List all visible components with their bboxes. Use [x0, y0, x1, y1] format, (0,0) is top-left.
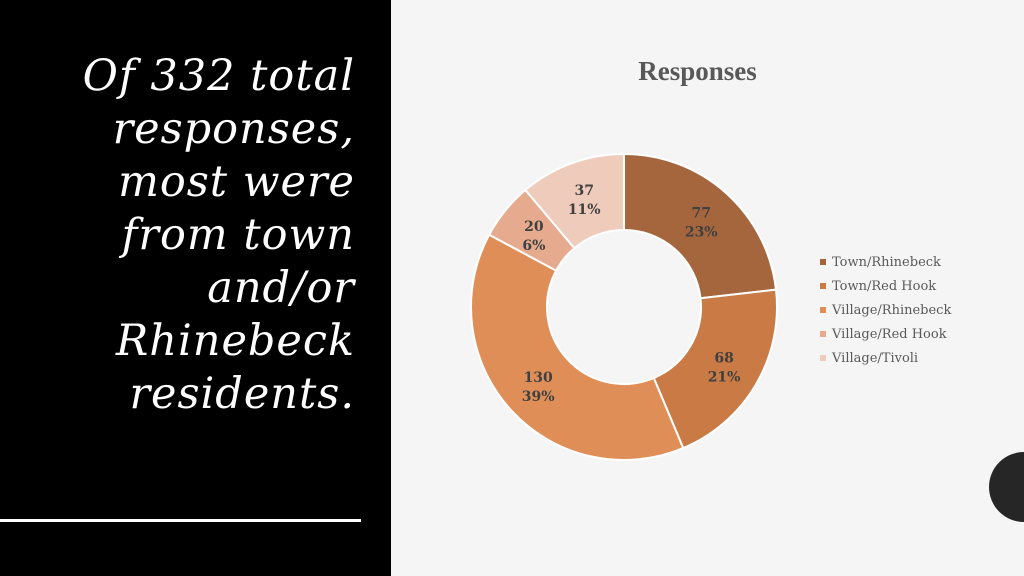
- legend-item-village-red-hook: Village/Red Hook: [820, 322, 951, 346]
- legend-label: Town/Red Hook: [832, 278, 937, 294]
- legend-label: Village/Tivoli: [832, 350, 919, 366]
- divider-line: [0, 519, 361, 522]
- slice-percent: 23%: [685, 224, 718, 240]
- slice-value: 37: [574, 183, 593, 199]
- legend-label: Town/Rhinebeck: [832, 254, 941, 270]
- left-panel: Of 332 total responses, most were from t…: [0, 0, 391, 576]
- slice-label-village-rhinebeck: 130 39%: [522, 370, 555, 405]
- legend-swatch: [820, 307, 826, 313]
- slice-value: 20: [524, 219, 544, 235]
- slice-label-village-tivoli: 37 11%: [568, 183, 601, 218]
- legend-item-village-rhinebeck: Village/Rhinebeck: [820, 298, 951, 322]
- slice-percent: 21%: [708, 370, 741, 386]
- slice-town-rhinebeck: [623, 152, 778, 300]
- slice-percent: 39%: [522, 389, 555, 405]
- legend-swatch: [820, 259, 826, 265]
- slice-town-red-hook: [652, 288, 778, 450]
- legend-item-village-tivoli: Village/Tivoli: [820, 346, 951, 370]
- legend-label: Village/Rhinebeck: [832, 302, 952, 318]
- chart-legend: Town/Rhinebeck Town/Red Hook Village/Rhine…: [820, 250, 951, 370]
- slice-label-village-red-hook: 20 6%: [522, 219, 545, 254]
- slice-value: 77: [691, 205, 710, 221]
- legend-item-town-rhinebeck: Town/Rhinebeck: [820, 250, 951, 274]
- slice-village-tivoli: [523, 152, 625, 250]
- slice-percent: 11%: [568, 202, 601, 218]
- legend-swatch: [820, 283, 826, 289]
- legend-swatch: [820, 331, 826, 337]
- headline: Of 332 total responses, most were from t…: [82, 51, 355, 419]
- slice-value: 68: [714, 351, 733, 367]
- legend-swatch: [820, 355, 826, 361]
- slice-label-town-red-hook: 68 21%: [708, 351, 741, 386]
- slice-percent: 6%: [522, 238, 545, 254]
- slice-value: 130: [524, 370, 553, 386]
- slice-village-rhinebeck: [470, 233, 685, 461]
- chart-title: Responses: [638, 56, 757, 86]
- legend-label: Village/Red Hook: [832, 326, 947, 342]
- legend-item-town-red-hook: Town/Red Hook: [820, 274, 951, 298]
- slice-label-town-rhinebeck: 77 23%: [685, 205, 718, 240]
